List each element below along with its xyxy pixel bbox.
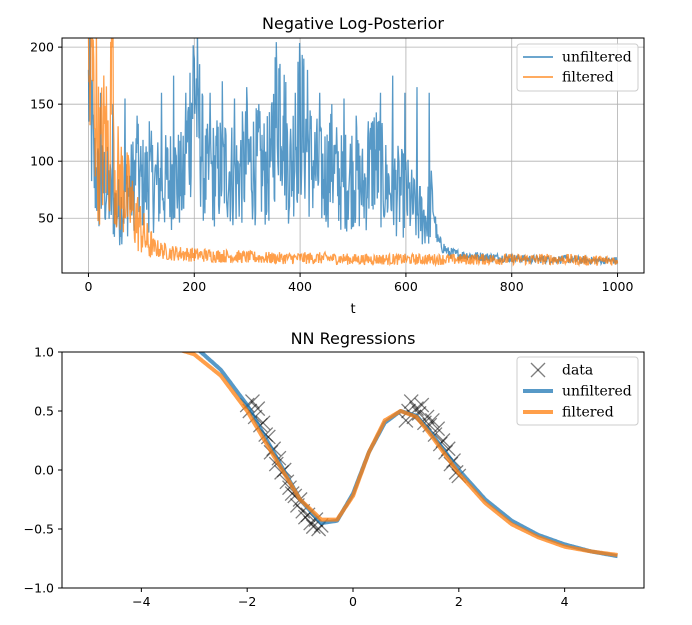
x-axis-label: t	[350, 302, 355, 317]
y-tick-label: 0.0	[34, 463, 54, 478]
x-tick-label: 4	[561, 594, 569, 609]
y-tick-label: 50	[38, 211, 54, 226]
legend-label-filtered: filtered	[562, 405, 614, 421]
y-tick-label: 100	[30, 154, 54, 169]
x-tick-label: 1000	[602, 279, 634, 294]
legend-box	[516, 356, 639, 426]
series-line-filtered	[179, 352, 619, 557]
x-tick-label: 0	[84, 279, 92, 294]
x-tick-label: 600	[394, 279, 418, 294]
y-tick-label: 1.0	[34, 345, 54, 360]
legend-swatch-data	[530, 362, 546, 378]
data-point-marker	[414, 397, 430, 413]
x-tick-label: 200	[182, 279, 206, 294]
legend-label-filtered: filtered	[562, 70, 614, 86]
legend: data unfiltered filtered	[516, 356, 639, 426]
y-tick-label: −0.5	[24, 522, 54, 537]
x-tick-label: −2	[238, 594, 256, 609]
y-tick-label: −1.0	[24, 581, 54, 596]
nn-regressions-chart: NN Regressions −4 −2 0 2 4−1.0−0.50.00.51.0 …	[24, 329, 645, 609]
x-tick-label: 400	[288, 279, 312, 294]
y-tick-label: 150	[30, 97, 54, 112]
series-line-filtered	[87, 38, 619, 268]
legend-label-unfiltered: unfiltered	[562, 50, 632, 66]
x-tick-label: −4	[132, 594, 150, 609]
chart-title: NN Regressions	[291, 329, 416, 348]
x-tick-label: 2	[455, 594, 463, 609]
y-tick-label: 200	[30, 40, 54, 55]
legend-label-unfiltered: unfiltered	[562, 384, 632, 400]
legend: unfiltered filtered	[516, 43, 639, 92]
y-tick-label: 0.5	[34, 404, 54, 419]
x-tick-label: 0	[349, 594, 357, 609]
plot-area-frame	[61, 37, 645, 274]
legend-label-data: data	[562, 363, 593, 379]
data-point-marker	[424, 412, 440, 428]
negative-log-posterior-chart: Negative Log-Posterior 0 200 400 600 800 1000…	[30, 14, 645, 317]
data-point-marker	[403, 394, 419, 410]
chart-title: Negative Log-Posterior	[262, 14, 444, 33]
legend-box	[516, 43, 639, 92]
x-tick-label: 800	[500, 279, 524, 294]
series-line-unfiltered	[87, 38, 619, 267]
